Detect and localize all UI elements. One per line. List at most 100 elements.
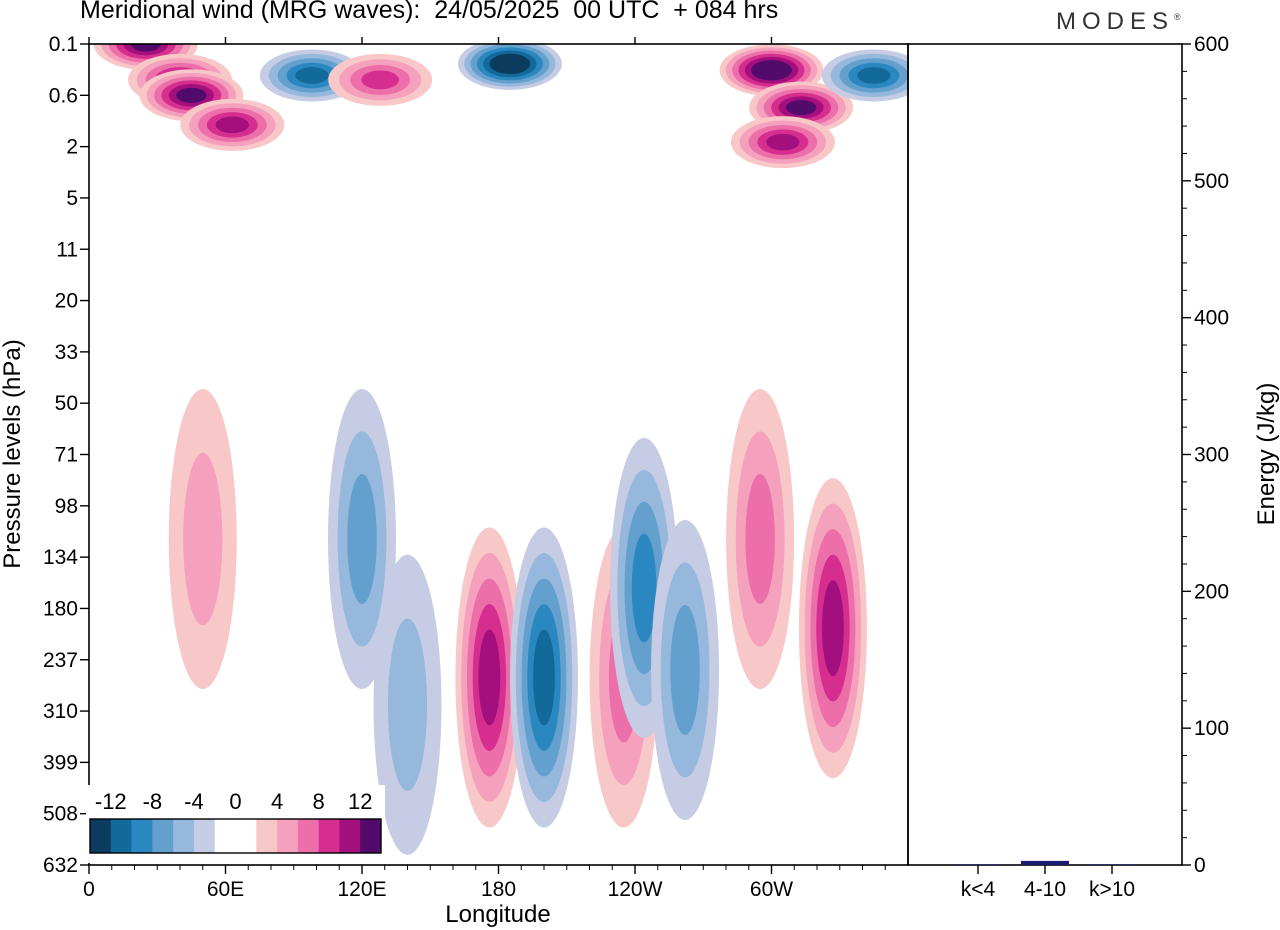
- pressure-axis: 0.1 0.6 2 5 11 20 33 50 71 98 134 180 237 310 399 508 63…: [43, 33, 89, 877]
- contour-band: [857, 67, 891, 84]
- contour-band: [387, 618, 428, 792]
- x-tick-label: 60E: [207, 878, 244, 901]
- colorbar-swatch: [152, 819, 174, 853]
- colorbar-tick-label: 0: [229, 789, 241, 814]
- y-tick-label: 71: [55, 444, 78, 467]
- y-tick-label: 632: [43, 854, 78, 877]
- x-tick-label: 0: [83, 878, 95, 901]
- y-tick-label: 508: [43, 803, 78, 826]
- energy-tick-label: 600: [1194, 33, 1229, 56]
- colorbar-tick-label: -12: [95, 789, 127, 814]
- contour-band: [785, 99, 817, 116]
- colorbar-swatch: [110, 819, 132, 853]
- colorbar-swatch: [297, 819, 319, 853]
- energy-bar: [954, 864, 1002, 865]
- contour-feature: [726, 389, 795, 690]
- colorbar-swatch: [277, 819, 299, 853]
- contour-feature: [180, 98, 285, 151]
- modes-logo: MODES®: [1056, 8, 1181, 36]
- registered-mark-icon: ®: [1174, 12, 1181, 22]
- contour-band: [478, 629, 501, 726]
- energy-tick-label: 300: [1194, 444, 1229, 467]
- energy-tick-label: 500: [1194, 170, 1229, 193]
- chart-title: Meridional wind (MRG waves): 24/05/2025 …: [80, 0, 779, 24]
- y-axis-title: Pressure levels (hPa): [0, 339, 26, 568]
- contour-feature: [168, 389, 237, 690]
- contour-feature: [730, 116, 835, 169]
- colorbar-swatch: [193, 819, 216, 853]
- hovmoller-plot: [93, 44, 908, 855]
- colorbar-tick-label: -8: [143, 789, 163, 814]
- colorbar-swatch: [235, 819, 257, 853]
- contour-feature: [457, 44, 562, 90]
- contour-band: [130, 44, 162, 52]
- y-tick-label: 2: [66, 136, 78, 159]
- contour-feature: [328, 389, 396, 690]
- colorbar-swatch: [90, 819, 112, 853]
- energy-bar: [1021, 860, 1069, 865]
- y-tick-label: 399: [43, 751, 78, 774]
- energy-category-label: k<4: [961, 878, 996, 901]
- colorbar-tick-label: 8: [313, 789, 325, 814]
- x-tick-label: 120E: [337, 878, 386, 901]
- contour-feature: [719, 44, 824, 97]
- energy-tick-label: 200: [1194, 580, 1229, 603]
- contour-band: [347, 474, 377, 605]
- x-axis-title: Longitude: [445, 901, 550, 928]
- contour-band: [631, 533, 657, 643]
- y-tick-label: 98: [55, 495, 78, 518]
- contour-feature: [821, 49, 908, 102]
- colorbar-swatch: [318, 819, 340, 853]
- contour-band: [670, 604, 700, 735]
- y-tick-label: 310: [43, 700, 78, 723]
- energy-bar: [1088, 864, 1136, 865]
- colorbar-swatch: [360, 819, 382, 853]
- colorbar: -12 -8 -4 0 4 8 12: [86, 785, 385, 863]
- y-tick-label: 50: [55, 392, 78, 415]
- energy-panel-frame: [907, 43, 1183, 866]
- y-tick-label: 237: [43, 649, 78, 672]
- energy-tick-label: 0: [1194, 854, 1206, 877]
- longitude-axis: 0 60E 120E 180 120W 60W: [83, 37, 886, 901]
- colorbar-tick-label: 4: [271, 789, 283, 814]
- contour-band: [176, 87, 207, 103]
- colorbar-swatch: [131, 819, 153, 853]
- y-tick-label: 134: [43, 546, 78, 569]
- x-tick-label: 120W: [608, 878, 663, 901]
- contour-feature: [455, 527, 524, 828]
- contour-band: [215, 116, 249, 134]
- y-tick-label: 20: [55, 290, 78, 313]
- colorbar-tick-label: 12: [348, 789, 372, 814]
- colorbar-swatch: [339, 819, 361, 853]
- contour-band: [757, 63, 786, 78]
- energy-category-label: 4-10: [1024, 878, 1066, 901]
- contour-band: [361, 70, 400, 90]
- contour-feature: [373, 554, 442, 855]
- colorbar-tick-label: -4: [184, 789, 204, 814]
- y-tick-label: 0.1: [49, 33, 78, 56]
- logo-text: MODES: [1056, 8, 1175, 35]
- energy-category-label: k>10: [1089, 878, 1135, 901]
- contour-band: [766, 133, 800, 151]
- y-tick-label: 0.6: [49, 84, 78, 107]
- y-tick-label: 11: [56, 238, 78, 261]
- y-tick-label: 33: [55, 341, 78, 364]
- colorbar-swatch: [173, 819, 195, 853]
- contour-band: [495, 56, 524, 71]
- colorbar-frame: [89, 818, 382, 854]
- contour-band: [183, 452, 223, 626]
- energy-bar-chart: 0 100 200 300 400 500 600 k<4 4-10 k>10: [954, 33, 1229, 901]
- colorbar-swatch: [214, 819, 236, 853]
- contour-band: [533, 629, 555, 726]
- contour-feature: [651, 519, 720, 820]
- energy-tick-label: 400: [1194, 307, 1229, 330]
- contour-feature: [510, 527, 578, 828]
- x-tick-label: 60W: [750, 878, 793, 901]
- contour-feature: [798, 478, 867, 779]
- x-tick-label: 180: [481, 878, 516, 901]
- y-tick-label: 5: [66, 187, 78, 210]
- contour-band: [745, 474, 775, 605]
- energy-axis-title: Energy (J/kg): [1253, 383, 1280, 526]
- energy-tick-label: 100: [1194, 717, 1229, 740]
